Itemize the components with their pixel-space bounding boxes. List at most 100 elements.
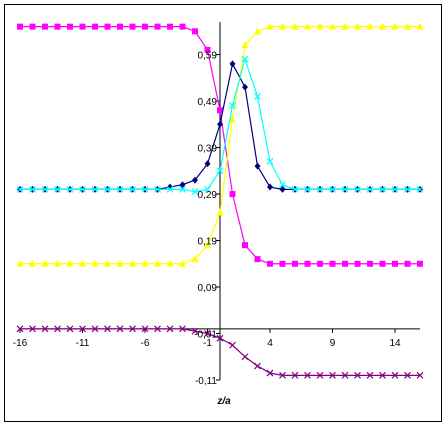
data-point [279, 185, 286, 193]
data-point [366, 371, 374, 379]
data-point [129, 325, 136, 333]
data-point [179, 181, 186, 189]
data-point [117, 23, 123, 30]
data-point [192, 28, 198, 35]
data-point [179, 325, 186, 333]
data-point [241, 41, 249, 49]
data-point [41, 325, 49, 333]
data-point [54, 325, 61, 333]
data-point [66, 325, 74, 333]
chart-frame [4, 4, 442, 422]
data-point [141, 325, 149, 333]
y-tick-label: 0,59 [198, 51, 218, 62]
data-point [354, 260, 361, 267]
data-point [254, 256, 261, 263]
data-point [404, 185, 411, 193]
data-point [304, 185, 311, 193]
data-point [304, 22, 311, 30]
data-point [79, 23, 86, 30]
data-point [241, 353, 249, 361]
data-point [254, 162, 261, 170]
x-tick-label: -11 [76, 338, 90, 349]
data-point [254, 27, 261, 35]
data-point [366, 185, 374, 193]
data-point [154, 185, 161, 193]
data-point [217, 107, 223, 114]
data-point [316, 22, 324, 30]
data-point [116, 185, 124, 193]
data-point [266, 22, 274, 30]
data-point [166, 185, 174, 193]
data-point [16, 259, 24, 267]
data-point [104, 23, 111, 30]
data-point [304, 371, 311, 379]
x-tick-label: 4 [267, 338, 273, 349]
data-point [116, 325, 124, 333]
data-point [29, 185, 36, 193]
data-point [29, 23, 36, 30]
data-point [191, 188, 199, 196]
data-point [316, 371, 324, 379]
data-point [179, 185, 186, 193]
data-point [191, 327, 199, 335]
series-4 [16, 55, 424, 196]
data-point [166, 259, 174, 267]
data-point [379, 260, 386, 267]
data-point [341, 371, 349, 379]
data-point [391, 185, 399, 193]
data-point [354, 22, 361, 30]
series-1 [17, 23, 423, 267]
data-point [154, 23, 161, 30]
data-point [366, 22, 374, 30]
data-point [379, 22, 386, 30]
data-point [91, 259, 99, 267]
y-tick-label: -0,11 [195, 376, 217, 387]
data-point [304, 260, 311, 267]
data-point [17, 23, 23, 30]
data-point [416, 22, 424, 30]
data-point [329, 185, 336, 193]
data-point [92, 23, 98, 30]
data-point [104, 259, 111, 267]
data-point [216, 167, 224, 175]
y-tick-label: 0,29 [198, 190, 218, 201]
data-point [379, 185, 386, 193]
data-point [217, 120, 223, 128]
data-point [317, 260, 323, 267]
data-point [279, 181, 286, 189]
data-point [254, 362, 261, 370]
data-point [54, 259, 61, 267]
data-point [329, 22, 336, 30]
data-point [179, 259, 186, 267]
data-point [242, 83, 248, 91]
data-point [229, 115, 236, 123]
data-point [79, 259, 86, 267]
data-point [204, 241, 211, 249]
y-tick-label: 0,49 [198, 97, 218, 108]
data-point [291, 22, 299, 30]
x-tick-label: -16 [13, 338, 28, 349]
data-point [16, 185, 24, 193]
plot-area [16, 22, 424, 379]
data-point [129, 259, 136, 267]
data-point [404, 22, 411, 30]
x-tick-label: 9 [330, 338, 336, 349]
data-point [166, 325, 174, 333]
data-point [391, 22, 399, 30]
data-point [229, 60, 236, 68]
data-point [266, 369, 274, 377]
data-point [91, 325, 99, 333]
tick-labels: -16 -11 -6 -1 4 9 14 -0,11 -0,01 0,09 0,19 0,29 0,39… [13, 51, 401, 387]
data-point [104, 325, 111, 333]
y-tick-label: 0,09 [198, 283, 218, 294]
series-2 [16, 22, 424, 267]
data-point [192, 176, 198, 184]
data-point [167, 23, 173, 30]
data-point [154, 259, 161, 267]
data-point [229, 191, 236, 198]
data-point [254, 92, 261, 100]
x-tick-label: -6 [141, 338, 150, 349]
data-point [279, 260, 286, 267]
data-point [391, 371, 399, 379]
